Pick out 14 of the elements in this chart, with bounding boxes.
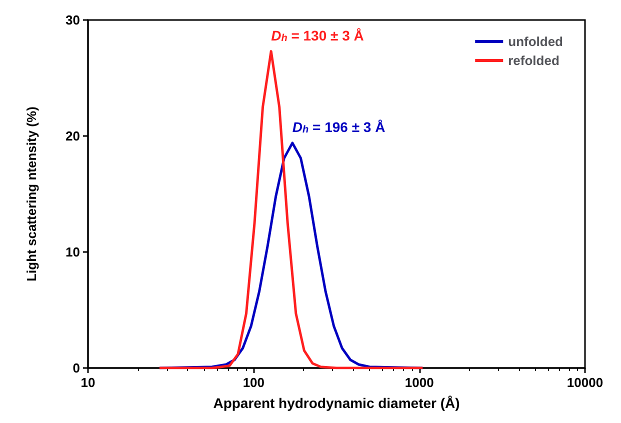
annotation: Dh = 130 ± 3 Å [271, 27, 364, 44]
x-tick-label: 100 [242, 375, 265, 390]
y-axis-title: Light scattering ntensity (%) [24, 106, 39, 282]
legend-label: unfolded [508, 34, 564, 49]
y-tick-label: 10 [66, 244, 80, 260]
y-tick-label: 0 [72, 360, 80, 376]
x-axis-title: Apparent hydrodynamic diameter (Å) [213, 395, 460, 411]
annotation: Dh = 196 ± 3 Å [292, 118, 386, 136]
x-tick-label: 1000 [404, 375, 434, 390]
y-tick-label: 20 [66, 128, 80, 144]
y-tick-label: 30 [66, 12, 80, 28]
x-tick-label: 10 [80, 375, 96, 390]
legend-label: refolded [508, 53, 560, 68]
x-tick-label: 10000 [566, 375, 604, 390]
